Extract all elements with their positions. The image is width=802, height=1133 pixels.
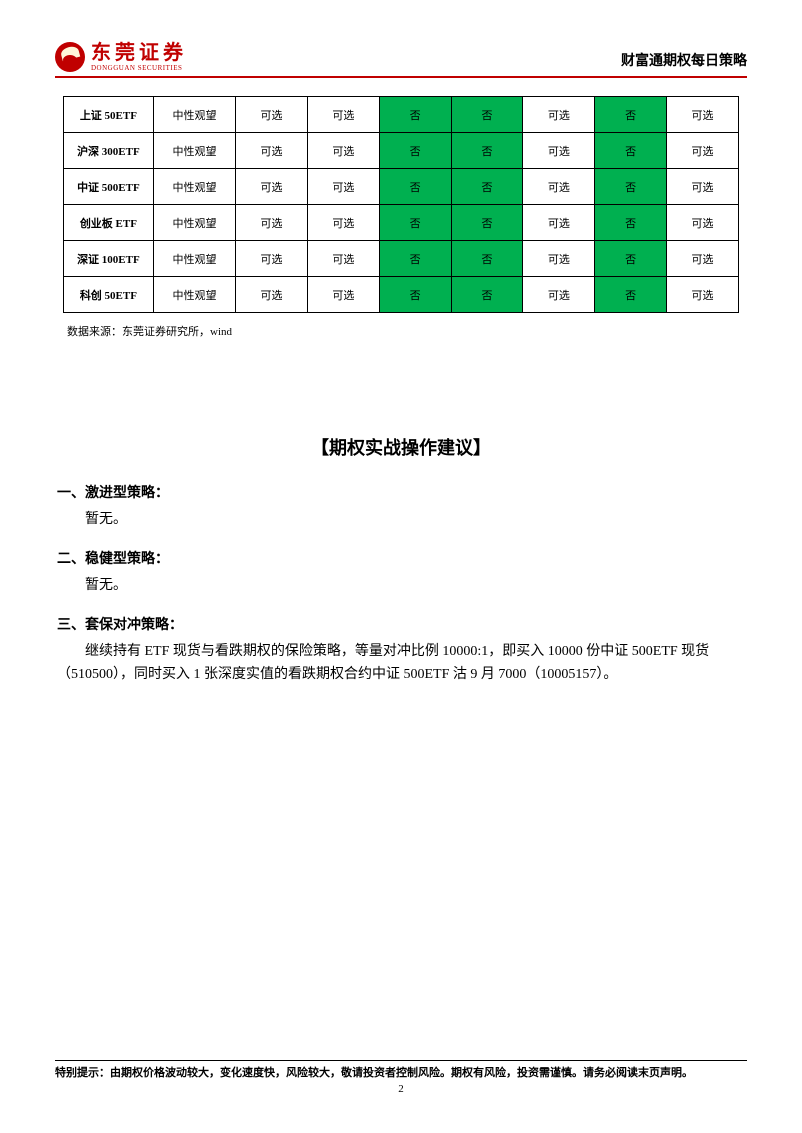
footer-note: 特别提示：由期权价格波动较大，变化速度快，风险较大，敬请投资者控制风险。期权有风… [55,1060,747,1082]
strategy-2-body: 暂无。 [55,574,747,598]
row-name: 沪深 300ETF [64,133,154,169]
row-name: 深证 100ETF [64,241,154,277]
row-cell: 否 [379,277,451,313]
report-header: 东莞证券 DONGGUAN SECURITIES 财富通期权每日策略 [55,42,747,78]
row-name: 创业板 ETF [64,205,154,241]
logo-en-text: DONGGUAN SECURITIES [91,65,187,72]
row-cell: 否 [451,169,523,205]
row-cell: 可选 [307,277,379,313]
row-cell: 否 [595,97,667,133]
row-cell: 可选 [523,169,595,205]
row-cell: 可选 [667,133,739,169]
row-cell: 否 [595,241,667,277]
row-cell: 可选 [307,241,379,277]
row-name: 上证 50ETF [64,97,154,133]
row-cell: 可选 [236,169,308,205]
row-cell: 可选 [307,133,379,169]
row-cell: 可选 [523,277,595,313]
row-cell: 可选 [667,241,739,277]
section-title: 【期权实战操作建议】 [55,434,747,460]
row-name: 中证 500ETF [64,169,154,205]
row-cell: 可选 [307,97,379,133]
strategy-1-heading: 一、激进型策略： [55,482,747,502]
logo-cn-text: 东莞证券 [91,43,187,63]
row-outlook: 中性观望 [153,133,235,169]
row-cell: 否 [379,97,451,133]
strategy-table: 上证 50ETF中性观望可选可选否否可选否可选沪深 300ETF中性观望可选可选… [63,96,739,313]
row-cell: 可选 [236,97,308,133]
row-cell: 否 [451,277,523,313]
row-outlook: 中性观望 [153,205,235,241]
row-cell: 可选 [307,169,379,205]
row-cell: 可选 [667,277,739,313]
table-row: 深证 100ETF中性观望可选可选否否可选否可选 [64,241,739,277]
row-cell: 可选 [307,205,379,241]
row-cell: 否 [595,169,667,205]
row-cell: 可选 [667,205,739,241]
row-cell: 否 [379,169,451,205]
row-outlook: 中性观望 [153,241,235,277]
row-cell: 可选 [523,133,595,169]
row-cell: 否 [595,277,667,313]
strategy-3-body: 继续持有 ETF 现货与看跌期权的保险策略，等量对冲比例 10000:1，即买入… [55,640,747,688]
header-subtitle: 财富通期权每日策略 [621,50,747,72]
footer: 特别提示：由期权价格波动较大，变化速度快，风险较大，敬请投资者控制风险。期权有风… [55,1060,747,1096]
row-cell: 否 [379,133,451,169]
row-outlook: 中性观望 [153,169,235,205]
row-cell: 否 [451,205,523,241]
table-row: 沪深 300ETF中性观望可选可选否否可选否可选 [64,133,739,169]
row-cell: 否 [595,205,667,241]
row-cell: 可选 [523,97,595,133]
row-cell: 可选 [236,133,308,169]
strategy-2-heading: 二、稳健型策略： [55,548,747,568]
row-cell: 否 [451,133,523,169]
row-cell: 可选 [523,241,595,277]
table-row: 创业板 ETF中性观望可选可选否否可选否可选 [64,205,739,241]
strategy-1-body: 暂无。 [55,508,747,532]
logo-icon [55,42,85,72]
row-cell: 可选 [236,205,308,241]
row-cell: 否 [595,133,667,169]
row-cell: 可选 [523,205,595,241]
row-outlook: 中性观望 [153,97,235,133]
strategy-3-heading: 三、套保对冲策略： [55,614,747,634]
table-row: 上证 50ETF中性观望可选可选否否可选否可选 [64,97,739,133]
row-cell: 否 [451,97,523,133]
logo: 东莞证券 DONGGUAN SECURITIES [55,42,187,72]
row-name: 科创 50ETF [64,277,154,313]
data-source: 数据来源：东莞证券研究所，wind [55,323,747,339]
row-cell: 可选 [667,169,739,205]
row-cell: 可选 [667,97,739,133]
row-cell: 否 [379,241,451,277]
row-cell: 否 [379,205,451,241]
table-row: 中证 500ETF中性观望可选可选否否可选否可选 [64,169,739,205]
table-row: 科创 50ETF中性观望可选可选否否可选否可选 [64,277,739,313]
row-outlook: 中性观望 [153,277,235,313]
row-cell: 否 [451,241,523,277]
row-cell: 可选 [236,241,308,277]
page-number: 2 [55,1083,747,1095]
row-cell: 可选 [236,277,308,313]
